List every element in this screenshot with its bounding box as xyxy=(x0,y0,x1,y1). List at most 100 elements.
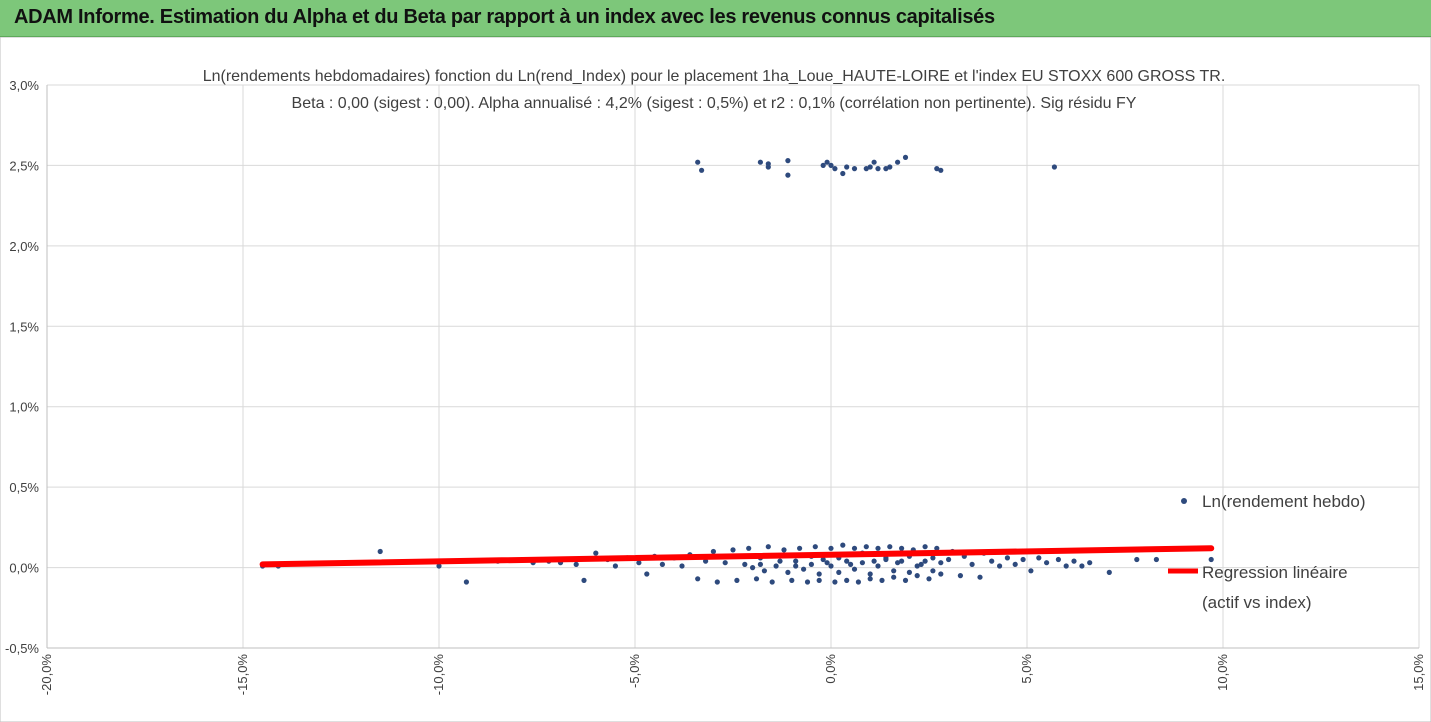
data-point xyxy=(871,558,877,564)
data-point xyxy=(730,547,736,553)
data-point xyxy=(765,161,771,167)
data-point xyxy=(891,574,897,580)
data-point xyxy=(844,164,850,170)
data-point xyxy=(946,556,952,563)
y-tick-label: 2,0% xyxy=(9,239,39,254)
data-point xyxy=(906,569,913,576)
data-point xyxy=(957,573,964,579)
data-point xyxy=(659,561,666,568)
legend-label-regression-line2: (actif vs index) xyxy=(1202,593,1312,612)
x-tick-label: 15,0% xyxy=(1411,654,1426,691)
data-point xyxy=(844,577,850,584)
data-point xyxy=(997,563,1003,569)
data-point xyxy=(436,563,442,569)
data-point xyxy=(977,574,983,580)
chart-frame xyxy=(0,37,1431,722)
data-point xyxy=(859,560,866,566)
data-point xyxy=(875,545,881,551)
x-tick-label: -5,0% xyxy=(627,654,642,688)
data-point xyxy=(828,162,834,168)
data-point xyxy=(722,560,728,566)
data-point xyxy=(1044,560,1050,566)
data-point xyxy=(855,579,862,585)
data-point xyxy=(710,548,717,555)
data-point xyxy=(644,571,650,577)
data-point xyxy=(899,545,905,551)
data-point xyxy=(1012,561,1018,568)
scatter-chart: 3,0% 2,5% 2,0% 1,5% 1,0% 0,5% 0,0% -0,5%-20,0% -… xyxy=(0,37,1431,722)
y-tick-label: 0,5% xyxy=(9,480,39,495)
legend-label-points: Ln(rendement hebdo) xyxy=(1202,492,1366,511)
data-point xyxy=(785,158,791,164)
data-point xyxy=(761,568,768,574)
x-tick-label: -20,0% xyxy=(39,654,54,696)
chart-title-line1: Ln(rendements hebdomadaires) fonction du… xyxy=(203,68,1226,85)
data-point xyxy=(1153,556,1159,563)
data-point xyxy=(734,577,740,584)
data-point xyxy=(785,569,791,576)
data-point xyxy=(887,544,893,550)
data-point xyxy=(863,544,869,550)
y-tick-label: 1,5% xyxy=(9,319,39,334)
data-point xyxy=(922,544,928,550)
data-point xyxy=(808,561,815,568)
data-point xyxy=(781,547,787,553)
data-point xyxy=(871,159,877,165)
data-point xyxy=(840,542,846,548)
data-point xyxy=(1051,164,1057,170)
data-point xyxy=(742,561,748,568)
data-point xyxy=(832,166,838,172)
data-point xyxy=(757,561,764,568)
data-point xyxy=(851,166,858,172)
data-point xyxy=(1063,563,1069,569)
data-point xyxy=(840,170,846,177)
data-point xyxy=(922,558,928,564)
data-point xyxy=(765,544,771,550)
y-tick-label: 2,5% xyxy=(9,158,39,173)
data-point xyxy=(581,577,587,584)
data-point xyxy=(851,545,858,551)
data-point xyxy=(1087,560,1093,566)
chart-legend: Ln(rendement hebdo) Regression linéaire … xyxy=(1168,492,1366,612)
data-point xyxy=(832,579,838,585)
data-point xyxy=(875,563,881,569)
data-point xyxy=(828,563,834,569)
data-point xyxy=(463,579,469,585)
data-point xyxy=(816,577,822,584)
data-point xyxy=(1079,563,1085,569)
legend-marker-points xyxy=(1181,498,1187,504)
data-point xyxy=(824,159,830,165)
data-point xyxy=(1004,555,1011,561)
data-point xyxy=(1106,569,1112,576)
data-point xyxy=(785,172,791,178)
data-point xyxy=(934,166,940,172)
data-point xyxy=(930,555,936,561)
data-point xyxy=(918,561,924,568)
data-point xyxy=(851,566,858,572)
data-point xyxy=(969,561,975,568)
data-point xyxy=(867,164,873,170)
report-header: ADAM Informe. Estimation du Alpha et du … xyxy=(0,0,1431,37)
data-point xyxy=(1020,556,1026,563)
chart-axes: 3,0% 2,5% 2,0% 1,5% 1,0% 0,5% 0,0% -0,5%-20,0% -… xyxy=(5,78,1426,695)
data-point xyxy=(820,556,826,563)
x-tick-label: 0,0% xyxy=(823,654,838,684)
chart-title-line2: Beta : 0,00 (sigest : 0,00). Alpha annua… xyxy=(292,95,1137,112)
data-point xyxy=(804,579,811,585)
data-point xyxy=(773,563,779,569)
data-point xyxy=(824,560,830,566)
y-tick-label: -0,5% xyxy=(5,641,39,656)
report-title: ADAM Informe. Estimation du Alpha et du … xyxy=(14,6,995,28)
regression-line xyxy=(259,545,1215,568)
data-point xyxy=(797,545,803,551)
data-point xyxy=(789,577,795,584)
data-point xyxy=(867,571,873,577)
data-point xyxy=(879,577,885,584)
data-point xyxy=(887,164,893,170)
data-point xyxy=(679,563,685,569)
data-point xyxy=(899,558,905,564)
data-point xyxy=(377,548,383,555)
data-point xyxy=(593,550,599,556)
data-point xyxy=(836,569,842,576)
data-point xyxy=(793,558,799,564)
